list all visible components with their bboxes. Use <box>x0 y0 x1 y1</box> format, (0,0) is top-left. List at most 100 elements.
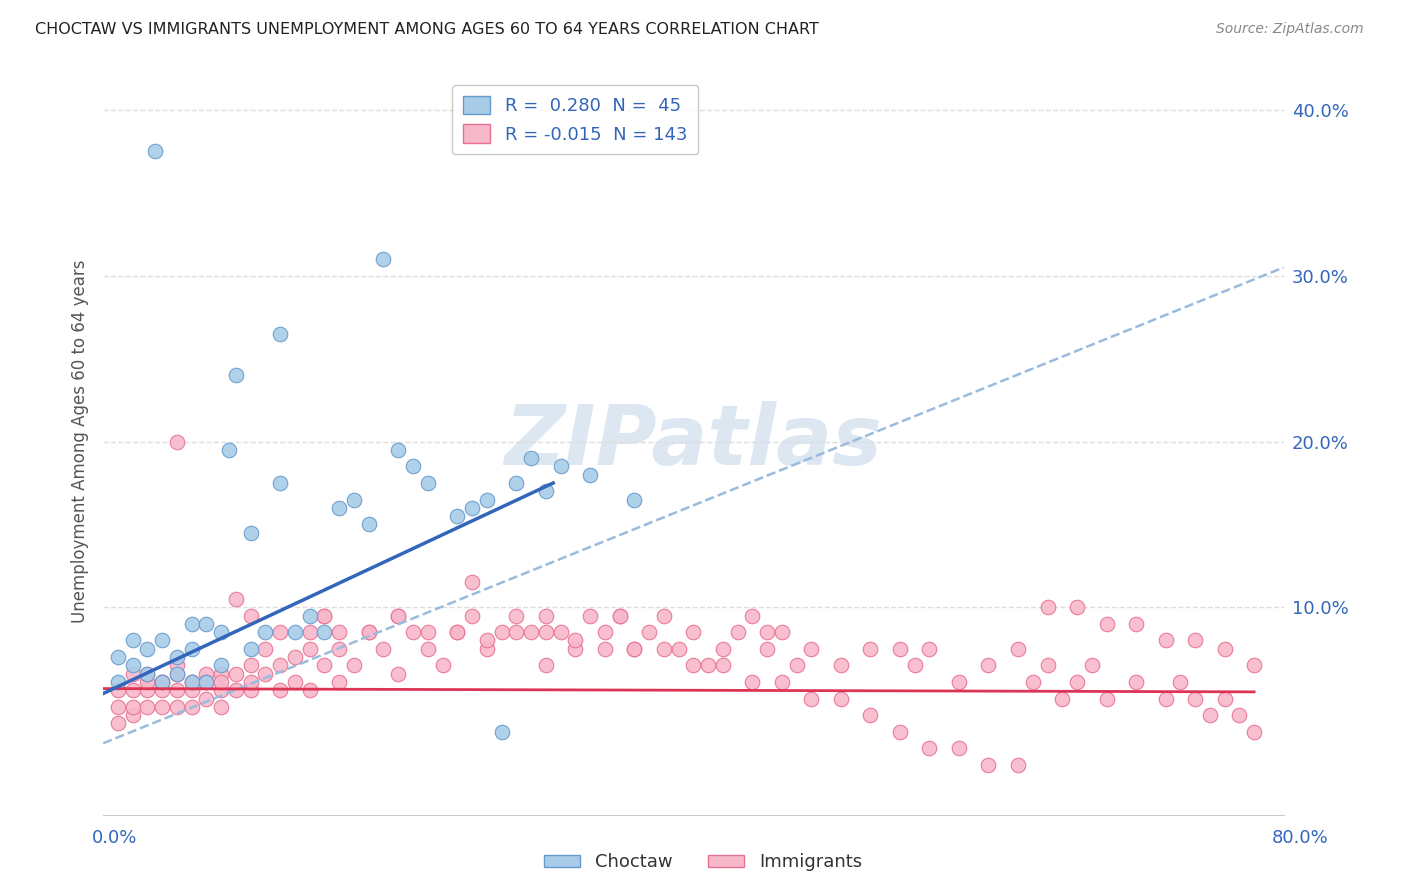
Point <box>298 683 321 698</box>
Point <box>195 666 218 681</box>
Point <box>461 608 484 623</box>
Point <box>638 625 661 640</box>
Point <box>1198 708 1220 723</box>
Point <box>741 674 763 689</box>
Point <box>239 608 262 623</box>
Point <box>107 716 129 731</box>
Legend: Choctaw, Immigrants: Choctaw, Immigrants <box>537 847 869 879</box>
Point <box>446 625 468 640</box>
Point <box>143 145 166 159</box>
Point <box>1095 616 1118 631</box>
Point <box>150 683 173 698</box>
Point <box>195 616 218 631</box>
Point <box>269 326 291 341</box>
Point <box>284 674 307 689</box>
Point <box>150 674 173 689</box>
Point <box>180 674 202 689</box>
Point <box>218 442 240 457</box>
Point <box>269 475 291 490</box>
Point <box>314 658 336 673</box>
Point <box>239 641 262 656</box>
Point <box>770 674 793 689</box>
Point <box>859 641 882 656</box>
Point <box>121 658 143 673</box>
Point <box>254 625 277 640</box>
Point <box>1154 633 1177 648</box>
Point <box>505 625 527 640</box>
Point <box>357 625 380 640</box>
Point <box>357 625 380 640</box>
Point <box>121 708 143 723</box>
Point <box>432 658 454 673</box>
Point <box>254 666 277 681</box>
Point <box>977 658 1000 673</box>
Point <box>534 484 557 499</box>
Point <box>770 625 793 640</box>
Y-axis label: Unemployment Among Ages 60 to 64 years: Unemployment Among Ages 60 to 64 years <box>72 260 89 624</box>
Point <box>314 608 336 623</box>
Point <box>180 641 202 656</box>
Point <box>195 691 218 706</box>
Point <box>564 633 586 648</box>
Point <box>550 625 572 640</box>
Point <box>209 625 232 640</box>
Point <box>756 625 779 640</box>
Point <box>1154 691 1177 706</box>
Point <box>1066 674 1088 689</box>
Point <box>520 451 543 466</box>
Point <box>446 625 468 640</box>
Point <box>402 459 425 474</box>
Point <box>387 608 409 623</box>
Point <box>107 699 129 714</box>
Point <box>239 658 262 673</box>
Point <box>1081 658 1104 673</box>
Point <box>711 658 734 673</box>
Point <box>166 658 188 673</box>
Point <box>136 683 159 698</box>
Text: Source: ZipAtlas.com: Source: ZipAtlas.com <box>1216 22 1364 37</box>
Point <box>786 658 808 673</box>
Point <box>534 608 557 623</box>
Point <box>491 625 513 640</box>
Point <box>593 641 616 656</box>
Point <box>239 525 262 540</box>
Point <box>298 625 321 640</box>
Point <box>1125 616 1147 631</box>
Point <box>1243 658 1265 673</box>
Point <box>150 674 173 689</box>
Point <box>859 708 882 723</box>
Point <box>387 608 409 623</box>
Point <box>166 666 188 681</box>
Point <box>136 699 159 714</box>
Point <box>180 674 202 689</box>
Point <box>889 724 911 739</box>
Point <box>1036 600 1059 615</box>
Point <box>1243 724 1265 739</box>
Point <box>239 683 262 698</box>
Point <box>948 741 970 756</box>
Point <box>225 666 247 681</box>
Point <box>741 608 763 623</box>
Point <box>121 633 143 648</box>
Point <box>150 699 173 714</box>
Point <box>136 666 159 681</box>
Point <box>343 658 366 673</box>
Point <box>373 252 395 267</box>
Point <box>107 650 129 665</box>
Point <box>166 683 188 698</box>
Point <box>121 683 143 698</box>
Point <box>609 608 631 623</box>
Point <box>416 475 439 490</box>
Point <box>1052 691 1074 706</box>
Point <box>269 658 291 673</box>
Point <box>166 699 188 714</box>
Point <box>284 650 307 665</box>
Text: ZIPatlas: ZIPatlas <box>505 401 883 482</box>
Point <box>254 641 277 656</box>
Point <box>284 625 307 640</box>
Point <box>136 674 159 689</box>
Point <box>446 509 468 524</box>
Point <box>652 641 675 656</box>
Text: 0.0%: 0.0% <box>91 829 136 847</box>
Point <box>343 492 366 507</box>
